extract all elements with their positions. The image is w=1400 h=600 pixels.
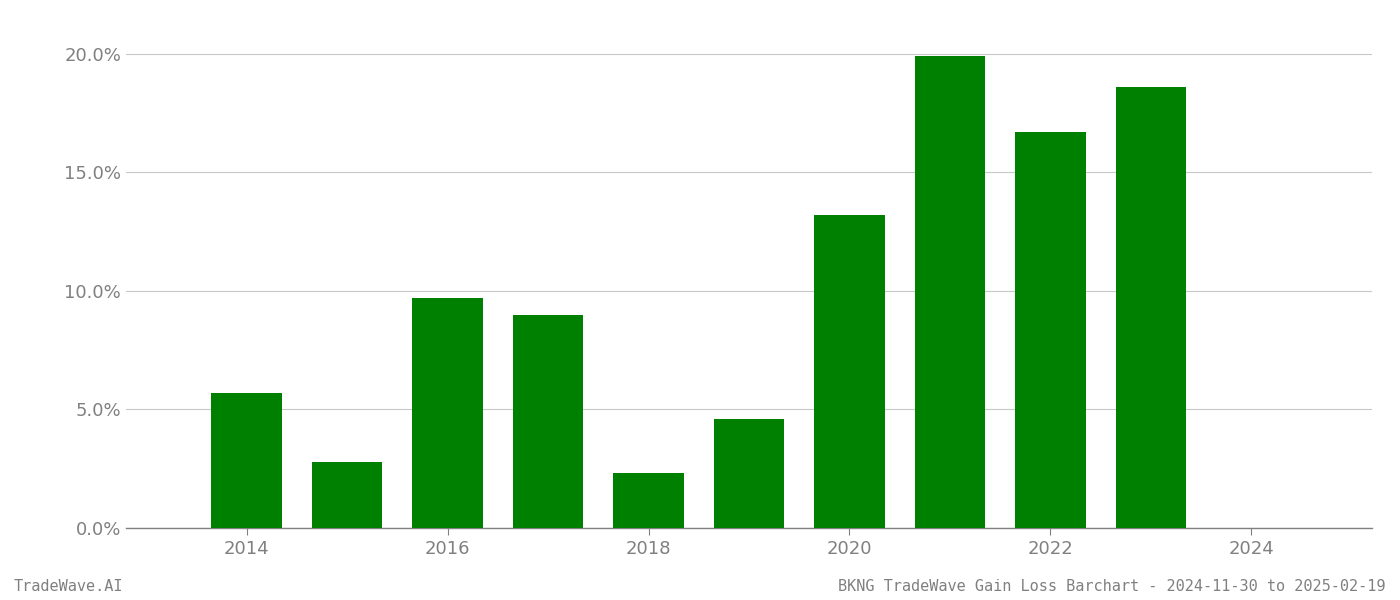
Bar [1116, 87, 1186, 528]
Text: TradeWave.AI: TradeWave.AI [14, 579, 123, 594]
Bar [1015, 132, 1085, 528]
Bar [613, 473, 683, 528]
Bar [714, 419, 784, 528]
Bar [211, 393, 281, 528]
Bar [914, 56, 986, 528]
Text: BKNG TradeWave Gain Loss Barchart - 2024-11-30 to 2025-02-19: BKNG TradeWave Gain Loss Barchart - 2024… [839, 579, 1386, 594]
Bar [512, 314, 584, 528]
Bar [312, 461, 382, 528]
Bar [413, 298, 483, 528]
Bar [815, 215, 885, 528]
